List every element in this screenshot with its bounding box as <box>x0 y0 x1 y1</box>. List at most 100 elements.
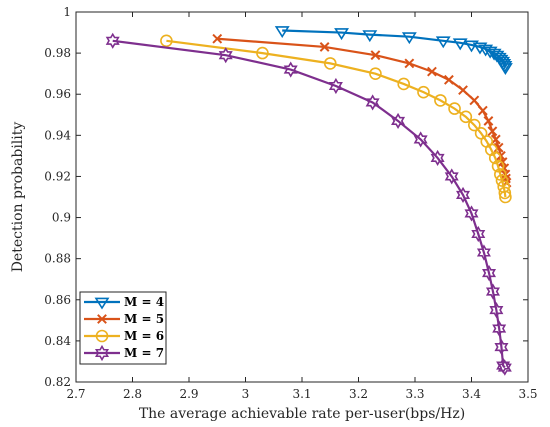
data-point <box>370 50 381 61</box>
data-point <box>274 26 290 39</box>
y-tick-label: 0.96 <box>44 87 71 101</box>
marker-stroke <box>319 42 330 52</box>
marker-stroke <box>469 95 480 106</box>
y-tick-label: 0.88 <box>44 252 71 266</box>
data-point <box>498 186 512 200</box>
x-axis-label: The average achievable rate per-user(bps… <box>139 406 465 422</box>
data-point <box>497 63 513 76</box>
data-point <box>477 105 488 116</box>
data-point <box>458 85 468 96</box>
series-4 <box>105 32 512 376</box>
data-point <box>489 301 504 319</box>
data-point <box>365 94 380 111</box>
ticks: 2.7 2.8 2.9 3 3.1 3.2 3.3 3.4 3.5 0.82 0.84 0.86 0.8… <box>44 5 537 401</box>
data-point <box>476 244 491 261</box>
data-point <box>459 110 473 124</box>
data-point <box>283 61 298 78</box>
data-point <box>397 77 411 91</box>
data-point <box>435 36 451 49</box>
data-point <box>391 112 406 130</box>
marker-stroke <box>493 142 504 153</box>
marker-stroke <box>458 85 468 96</box>
data-point <box>469 95 480 106</box>
data-point <box>464 205 479 222</box>
x-tick-label: 3.5 <box>518 387 537 401</box>
data-point <box>444 168 459 185</box>
x-tick-label: 2.7 <box>66 387 85 401</box>
y-tick-label: 0.92 <box>44 169 71 183</box>
data-point <box>417 85 430 99</box>
y-tick-label: 0.9 <box>52 211 71 225</box>
data-point <box>482 264 497 282</box>
data-point <box>430 149 445 167</box>
series-3 <box>160 34 512 204</box>
data-point <box>494 168 507 181</box>
marker-stroke <box>483 116 494 126</box>
data-point <box>334 28 349 41</box>
data-point <box>488 151 502 165</box>
y-tick-label: 0.86 <box>44 293 71 307</box>
data-point <box>495 174 509 187</box>
legend: M = 4 M = 5 M = 6 M = 7 <box>79 291 167 365</box>
data-point <box>485 283 500 300</box>
legend-item: M = 6 <box>84 329 164 343</box>
data-point <box>472 42 488 55</box>
data-point <box>319 42 330 52</box>
legend-label: M = 5 <box>124 312 164 326</box>
data-point <box>218 47 233 64</box>
x-tick-label: 3.2 <box>349 387 368 401</box>
data-point <box>160 34 173 48</box>
y-tick-label: 0.94 <box>44 128 71 142</box>
data-point <box>491 159 505 173</box>
data-point <box>212 33 223 44</box>
legend-item: M = 5 <box>84 312 164 326</box>
legend-label: M = 6 <box>124 329 164 343</box>
legend-item: M = 7 <box>84 344 164 362</box>
marker-stroke <box>477 105 488 116</box>
data-point <box>323 57 337 70</box>
marker-stroke <box>97 314 107 324</box>
y-tick-label: 0.82 <box>44 375 71 389</box>
legend-marker <box>97 314 107 324</box>
data-point <box>427 66 437 77</box>
data-point <box>471 225 486 243</box>
marker-stroke <box>427 66 437 77</box>
data-point <box>452 38 468 51</box>
data-point <box>328 77 343 95</box>
data-point <box>105 32 120 49</box>
data-point <box>434 94 447 107</box>
data-point <box>413 131 428 148</box>
data-point <box>468 118 481 132</box>
data-point <box>448 102 461 115</box>
y-tick-label: 1 <box>63 5 71 19</box>
legend-item: M = 4 <box>84 295 164 310</box>
data-point <box>492 320 507 337</box>
x-tick-label: 3.1 <box>292 387 311 401</box>
x-tick-label: 3.4 <box>462 387 481 401</box>
data-point <box>369 67 382 80</box>
data-point <box>493 142 504 153</box>
legend-marker <box>94 297 110 310</box>
data-point <box>487 126 498 137</box>
x-tick-label: 3.3 <box>405 387 424 401</box>
data-point <box>456 186 471 204</box>
data-point <box>499 190 512 204</box>
series-layer <box>105 26 513 376</box>
x-tick-label: 3 <box>242 387 250 401</box>
marker-stroke <box>212 33 223 44</box>
marker-stroke <box>370 50 381 61</box>
marker-stroke <box>404 58 415 69</box>
legend-label: M = 4 <box>124 295 164 309</box>
data-point <box>401 32 417 45</box>
data-point <box>443 74 454 85</box>
y-tick-label: 0.98 <box>44 46 71 60</box>
data-point <box>256 46 269 60</box>
data-point <box>497 359 512 376</box>
data-point <box>494 338 509 356</box>
legend-marker <box>94 344 110 362</box>
legend-marker <box>95 329 109 343</box>
series-1 <box>274 26 513 76</box>
marker-stroke <box>443 74 454 85</box>
data-point <box>464 40 479 53</box>
